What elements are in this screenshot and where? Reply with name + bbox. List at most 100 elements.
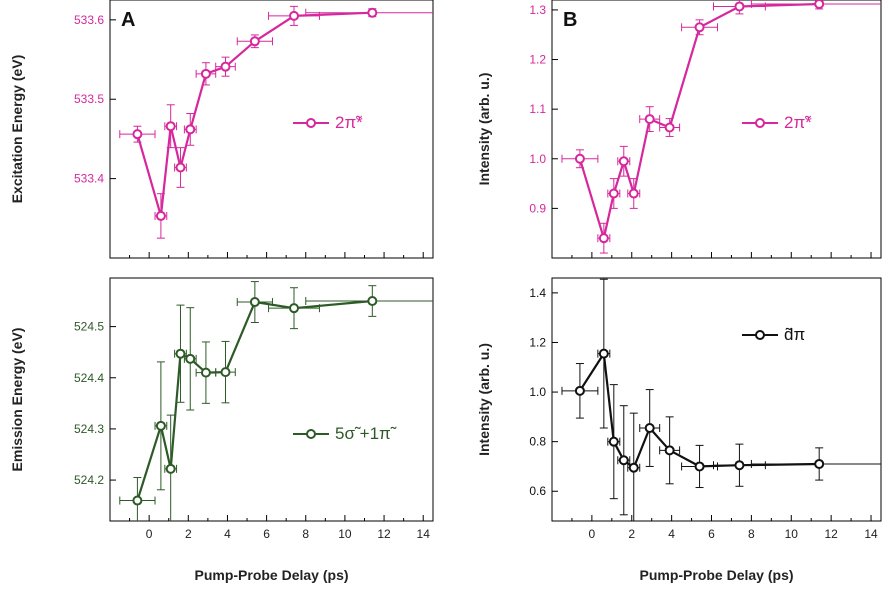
legend-label: 2π̃* <box>784 113 812 132</box>
data-point <box>628 462 639 473</box>
y-tick-label: 524.5 <box>74 320 104 334</box>
data-point <box>644 423 655 434</box>
y-tick-label: 524.4 <box>74 371 104 385</box>
series-line <box>578 2 820 240</box>
y-tick-label: 1.0 <box>529 152 546 166</box>
data-point <box>200 68 211 79</box>
panel-letter: B <box>563 9 577 31</box>
y-tick-label: 524.3 <box>74 422 104 436</box>
y-tick-label: 533.5 <box>74 92 104 106</box>
data-point <box>814 0 825 9</box>
y-tick-label: 0.8 <box>529 435 546 449</box>
data-point <box>664 445 675 456</box>
data-point <box>165 463 176 474</box>
data-point <box>618 156 629 167</box>
legend-label: 2π̃* <box>335 113 363 132</box>
data-point <box>249 297 260 308</box>
data-point <box>200 367 211 378</box>
plot-frame <box>109 0 434 259</box>
y-tick-label: 1.4 <box>529 286 546 300</box>
legend-label: d̃π <box>784 325 805 344</box>
data-point <box>220 367 231 378</box>
y-tick-label: 1.3 <box>529 3 546 17</box>
data-point <box>574 153 585 164</box>
chart-panel-1: 533.4 533.5 533.6 Excitation Energy (eV) A 2π… <box>9 0 434 259</box>
series-line <box>136 299 373 501</box>
data-point <box>175 162 186 173</box>
legend: 2π̃* <box>293 113 363 132</box>
legend: 5σ̃ +1π̃ <box>293 424 397 443</box>
data-point <box>175 348 186 359</box>
data-point <box>734 460 745 471</box>
data-point <box>367 296 378 307</box>
y-tick-label: 1.0 <box>529 385 546 399</box>
x-tick-label: 6 <box>708 527 715 541</box>
data-point <box>734 1 745 12</box>
legend-marker <box>306 429 316 439</box>
x-tick-label: 10 <box>785 527 799 541</box>
data-point <box>694 22 705 33</box>
chart-panel-2: 0.9 1.0 1.1 1.2 1.3 Intensity (arb. u.) B 2π̃* <box>476 0 882 259</box>
y-tick-label: 0.9 <box>529 201 546 215</box>
data-point <box>185 124 196 135</box>
x-tick-label: 6 <box>263 527 270 541</box>
y-tick-label: 1.1 <box>529 102 546 116</box>
data-point <box>664 122 675 133</box>
data-point <box>155 210 166 221</box>
chart-panel-3: 0 2 4 6 8 10 12 14 524.2 524.3 524.4 524.5 Emission … <box>9 277 434 583</box>
legend: d̃π <box>742 325 805 344</box>
data-point <box>367 7 378 18</box>
data-point <box>185 353 196 364</box>
y-axis-label: Intensity (arb. u.) <box>476 343 492 456</box>
data-point <box>155 420 166 431</box>
data-point <box>132 495 143 506</box>
data-point <box>574 385 585 396</box>
x-tick-label: 8 <box>302 527 309 541</box>
data-point <box>628 188 639 199</box>
y-axis-label: Excitation Energy (eV) <box>9 55 25 204</box>
x-tick-label: 8 <box>748 527 755 541</box>
data-point <box>694 461 705 472</box>
legend-marker <box>755 118 765 128</box>
data-point <box>220 61 231 72</box>
data-point <box>608 188 619 199</box>
series-line <box>136 11 373 217</box>
x-tick-label: 14 <box>417 527 431 541</box>
legend-label: 5σ̃ +1π̃ <box>335 424 397 443</box>
y-tick-label: 0.6 <box>529 484 546 498</box>
x-tick-label: 12 <box>377 527 391 541</box>
plot-frame <box>551 0 882 259</box>
data-point <box>165 121 176 132</box>
data-point <box>608 436 619 447</box>
x-tick-label: 10 <box>338 527 352 541</box>
y-tick-label: 533.6 <box>74 13 104 27</box>
legend-marker <box>755 330 765 340</box>
data-point <box>289 303 300 314</box>
y-tick-label: 1.2 <box>529 335 546 349</box>
series-line <box>578 352 820 469</box>
plot-frame <box>551 277 882 522</box>
x-tick-label: 2 <box>185 527 192 541</box>
x-tick-label: 14 <box>864 527 878 541</box>
data-point <box>249 36 260 47</box>
x-tick-label: 4 <box>224 527 231 541</box>
data-point <box>289 10 300 21</box>
data-point <box>644 114 655 125</box>
x-axis-label: Pump-Probe Delay (ps) <box>639 567 793 583</box>
plot-frame <box>109 277 434 522</box>
y-tick-label: 1.2 <box>529 53 546 67</box>
x-tick-label: 12 <box>824 527 838 541</box>
y-axis-label: Intensity (arb. u.) <box>476 73 492 186</box>
panel-letter: A <box>121 9 135 31</box>
y-tick-label: 533.4 <box>74 172 104 186</box>
x-tick-label: 0 <box>146 527 153 541</box>
y-axis-label: Emission Energy (eV) <box>9 328 25 472</box>
chart-panel-4: 0 2 4 6 8 10 12 14 0.6 0.8 1.0 1.2 1.4 Intensity (arb… <box>476 277 882 583</box>
y-tick-label: 524.2 <box>74 473 104 487</box>
data-point <box>132 129 143 140</box>
legend-marker <box>306 118 316 128</box>
x-tick-label: 0 <box>589 527 596 541</box>
x-tick-label: 4 <box>668 527 675 541</box>
data-point <box>598 233 609 244</box>
